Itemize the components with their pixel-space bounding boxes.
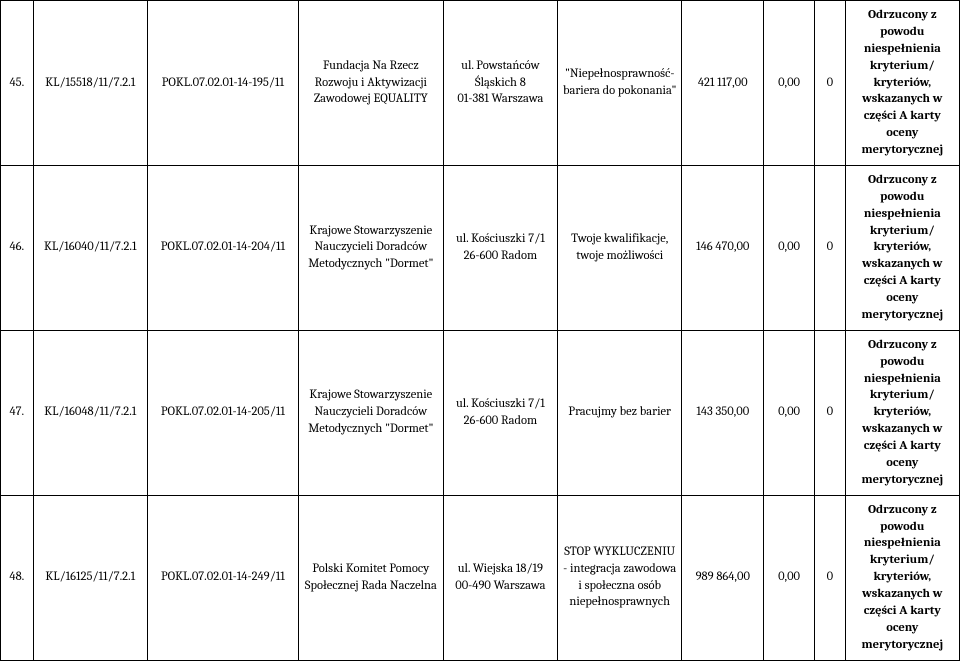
cell-zero: 0,00	[764, 330, 815, 495]
table-body: 45.KL/15518/11/7.2.1POKL.07.02.01-14-195…	[1, 1, 960, 661]
cell-org: Krajowe Stowarzyszenie Nauczycieli Dorad…	[298, 165, 443, 330]
cell-pokl: POKL.07.02.01-14-195/11	[147, 1, 298, 166]
table-row: 46.KL/16040/11/7.2.1POKL.07.02.01-14-204…	[1, 165, 960, 330]
cell-id: KL/16040/11/7.2.1	[33, 165, 147, 330]
table-row: 45.KL/15518/11/7.2.1POKL.07.02.01-14-195…	[1, 1, 960, 166]
cell-num: 46.	[1, 165, 34, 330]
cell-pokl: POKL.07.02.01-14-205/11	[147, 330, 298, 495]
cell-id: KL/16048/11/7.2.1	[33, 330, 147, 495]
cell-num: 47.	[1, 330, 34, 495]
cell-proj: Twoje kwalifikacje, twoje możliwości	[557, 165, 681, 330]
cell-proj: "Niepełnosprawność- bariera do pokonania…	[557, 1, 681, 166]
cell-zero: 0,00	[764, 165, 815, 330]
cell-addr: ul. Kościuszki 7/1 26-600 Radom	[443, 165, 557, 330]
cell-org: Fundacja Na Rzecz Rozwoju i Aktywizacji …	[298, 1, 443, 166]
cell-z: 0	[815, 165, 846, 330]
cell-addr: ul. Powstańców Śląskich 8 01-381 Warszaw…	[443, 1, 557, 166]
projects-table: 45.KL/15518/11/7.2.1POKL.07.02.01-14-195…	[0, 0, 960, 661]
cell-zero: 0,00	[764, 1, 815, 166]
cell-num: 45.	[1, 1, 34, 166]
cell-proj: STOP WYKLUCZENIU - integracja zawodowa i…	[557, 495, 681, 660]
cell-addr: ul. Kościuszki 7/1 26-600 Radom	[443, 330, 557, 495]
cell-z: 0	[815, 495, 846, 660]
cell-pokl: POKL.07.02.01-14-249/11	[147, 495, 298, 660]
cell-amt: 143 350,00	[682, 330, 764, 495]
cell-status: Odrzucony z powodu niespełnienia kryteri…	[845, 165, 959, 330]
cell-amt: 146 470,00	[682, 165, 764, 330]
table-row: 48.KL/16125/11/7.2.1POKL.07.02.01-14-249…	[1, 495, 960, 660]
cell-z: 0	[815, 1, 846, 166]
cell-addr: ul. Wiejska 18/19 00-490 Warszawa	[443, 495, 557, 660]
cell-status: Odrzucony z powodu niespełnienia kryteri…	[845, 495, 959, 660]
cell-proj: Pracujmy bez barier	[557, 330, 681, 495]
cell-z: 0	[815, 330, 846, 495]
cell-status: Odrzucony z powodu niespełnienia kryteri…	[845, 1, 959, 166]
table-row: 47.KL/16048/11/7.2.1POKL.07.02.01-14-205…	[1, 330, 960, 495]
cell-num: 48.	[1, 495, 34, 660]
cell-org: Krajowe Stowarzyszenie Nauczycieli Dorad…	[298, 330, 443, 495]
cell-id: KL/16125/11/7.2.1	[33, 495, 147, 660]
cell-amt: 421 117,00	[682, 1, 764, 166]
cell-id: KL/15518/11/7.2.1	[33, 1, 147, 166]
cell-org: Polski Komitet Pomocy Społecznej Rada Na…	[298, 495, 443, 660]
cell-status: Odrzucony z powodu niespełnienia kryteri…	[845, 330, 959, 495]
cell-amt: 989 864,00	[682, 495, 764, 660]
cell-zero: 0,00	[764, 495, 815, 660]
cell-pokl: POKL.07.02.01-14-204/11	[147, 165, 298, 330]
